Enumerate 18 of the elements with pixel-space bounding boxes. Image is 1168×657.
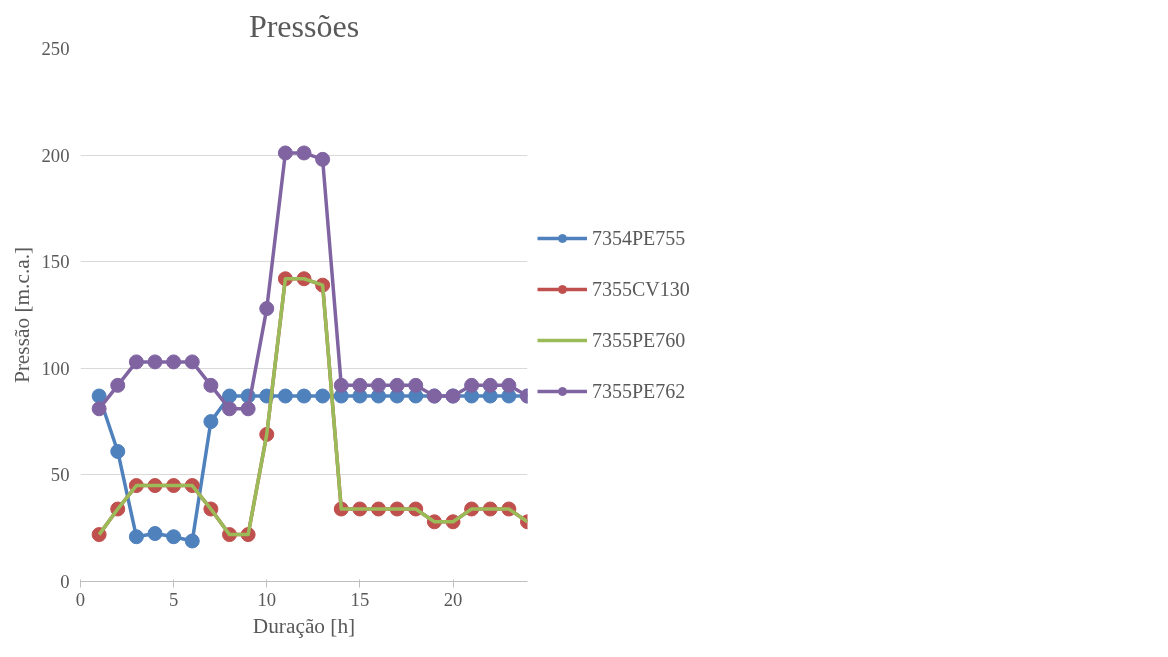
- x-tick-label: 20: [443, 588, 463, 610]
- chart-title: Pressões: [248, 7, 360, 44]
- legend-label: 7355PE760: [592, 328, 686, 352]
- legend-label: 7355CV130: [592, 277, 690, 301]
- y-tick-label: 200: [41, 144, 70, 166]
- y-tick-label: 250: [41, 38, 70, 59]
- y-tick-label: 150: [41, 251, 70, 273]
- legend-label: 7355PE762: [592, 379, 686, 403]
- x-tick-label: 10: [257, 588, 277, 610]
- x-tick-label: 15: [350, 588, 370, 610]
- y-tick-label: 100: [41, 357, 70, 379]
- x-axis-title: Duração [h]: [252, 613, 356, 638]
- x-tick-label: 0: [75, 588, 86, 610]
- y-tick-label: 0: [60, 571, 70, 592]
- y-tick-label: 50: [50, 464, 70, 486]
- legend-label: 7354PE755: [592, 226, 686, 250]
- y-axis-title: Pressão [m.c.a.]: [9, 246, 34, 384]
- x-tick-label: 5: [168, 588, 179, 610]
